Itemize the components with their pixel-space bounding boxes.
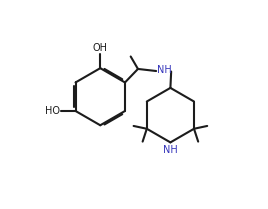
Text: OH: OH bbox=[93, 43, 108, 53]
Text: NH: NH bbox=[157, 65, 171, 75]
Text: HO: HO bbox=[45, 106, 60, 116]
Text: NH: NH bbox=[163, 145, 178, 155]
